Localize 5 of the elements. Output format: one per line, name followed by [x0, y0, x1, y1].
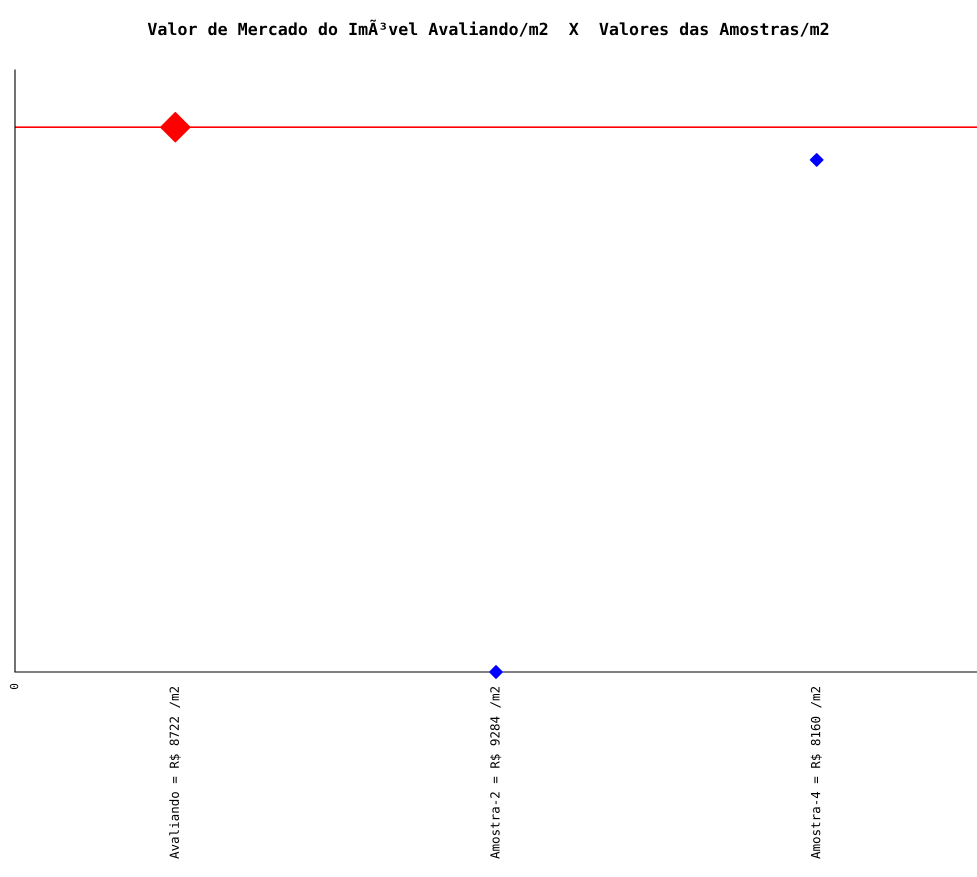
- x-tick-label: Amostra-2 = R$ 9284 /m2: [490, 686, 502, 859]
- x-tick-label: Amostra-4 = R$ 8160 /m2: [810, 686, 822, 859]
- x-tick-label: Avaliando = R$ 8722 /m2: [169, 686, 181, 859]
- chart-title: Valor de Mercado do ImÃ³vel Avaliando/m2 X Valores das Amostras/m2: [148, 20, 828, 37]
- text: 0: [10, 684, 18, 690]
